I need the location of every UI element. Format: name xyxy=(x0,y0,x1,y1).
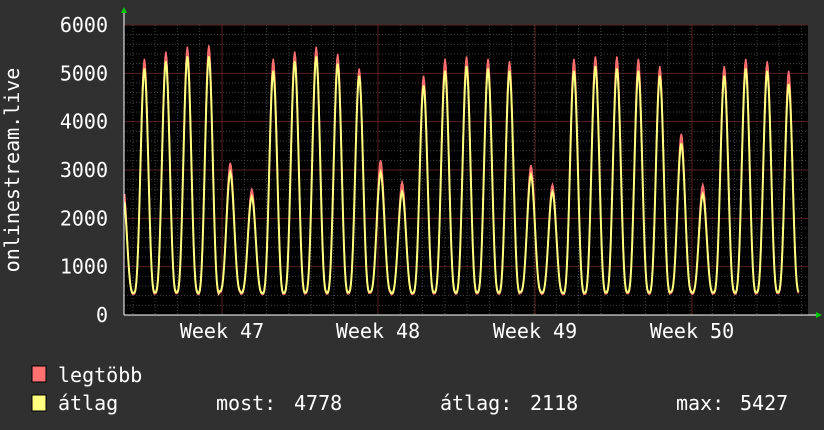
x-tick-label: Week 49 xyxy=(493,319,577,343)
series-avg-line xyxy=(123,56,800,296)
y-tick-labels: 0 1000 2000 3000 4000 5000 6000 xyxy=(60,13,108,327)
legend-swatch-avg xyxy=(31,394,47,412)
legend-label-avg: átlag xyxy=(58,391,118,415)
stat-avg-value: 2118 xyxy=(530,391,578,415)
legend-label-max: legtöbb xyxy=(58,363,142,387)
y-axis-label: onlinestream.live xyxy=(0,68,24,273)
x-tick-label: Week 47 xyxy=(180,319,264,343)
series-layer xyxy=(123,45,800,297)
y-tick-label: 3000 xyxy=(60,158,108,182)
y-axis-arrow xyxy=(121,7,127,13)
y-tick-label: 5000 xyxy=(60,61,108,85)
y-tick-label: 2000 xyxy=(60,206,108,230)
stat-max-label: max: xyxy=(676,391,724,415)
y-tick-label: 6000 xyxy=(60,13,108,37)
y-tick-label: 1000 xyxy=(60,255,108,279)
x-tick-label: Week 50 xyxy=(650,319,734,343)
grid xyxy=(124,24,808,316)
legend-swatch-max xyxy=(31,365,47,383)
y-tick-label: 4000 xyxy=(60,110,108,134)
y-tick-label: 0 xyxy=(96,303,108,327)
axes xyxy=(121,7,822,318)
x-axis-arrow xyxy=(816,312,822,318)
x-tick-label: Week 48 xyxy=(336,319,420,343)
stat-most-value: 4778 xyxy=(294,391,342,415)
x-tick-labels: Week 47 Week 48 Week 49 Week 50 xyxy=(180,319,734,343)
stat-avg-label: átlag: xyxy=(440,391,512,415)
stat-most-label: most: xyxy=(216,391,276,415)
stat-max-value: 5427 xyxy=(740,391,788,415)
